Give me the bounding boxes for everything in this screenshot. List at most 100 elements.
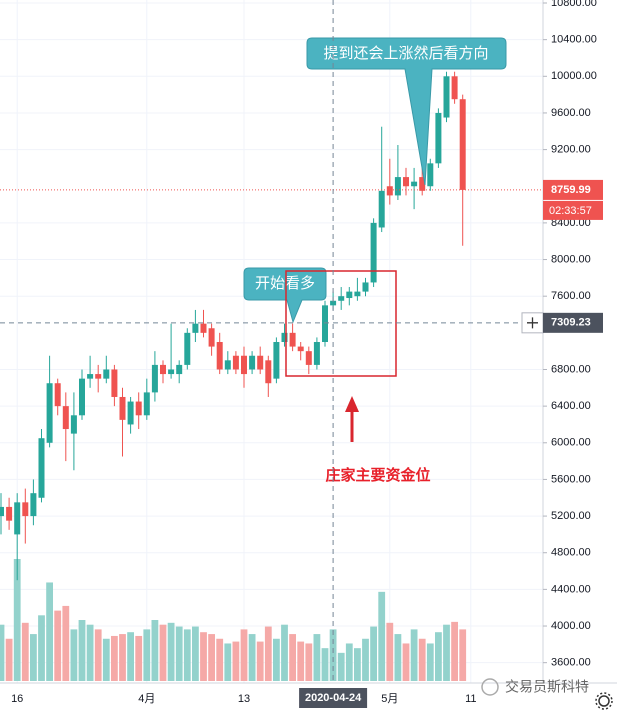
candle-body [151,364,158,393]
x-tick-label: 4月 [138,693,155,705]
candle-body [354,291,361,297]
gear-teeth[interactable] [595,692,613,710]
candle-body [313,342,320,365]
crosshair-price-label: 7309.23 [551,317,591,329]
volume-bar [378,591,386,681]
volume-bar [402,643,410,681]
volume-bar [21,622,29,681]
candle-body [22,502,29,517]
candle-layer [0,71,466,581]
volume-bar [443,624,450,681]
volume-bar [297,641,305,681]
candle-body [87,374,94,379]
volume-layer [0,559,467,681]
candle-body [54,383,61,407]
candle-body [330,300,337,306]
candle-body [0,506,4,517]
volume-bar [127,632,134,681]
volume-bar [410,629,418,681]
candle-body [216,342,223,370]
volume-bar [119,634,126,681]
y-tick-label: 4400.00 [551,583,591,595]
volume-bar [151,620,159,681]
crosshair-price-box [543,312,603,333]
volume-bar [216,638,224,681]
candle-body [419,177,426,191]
volume-bar [370,626,377,681]
candle-body [443,76,450,118]
candle-body [297,346,304,352]
volume-bar [183,629,191,681]
candle-body [143,392,150,416]
volume-bar [208,634,215,681]
candle-body [346,291,353,299]
y-tick-label: 9600.00 [551,107,591,119]
annotation: 提到还会上涨然后看方向 [323,45,488,62]
candle-body [160,364,166,375]
candle-body [322,305,328,342]
x-tick-label: 13 [238,693,250,705]
volume-bar [13,559,21,681]
volume-bar [175,626,183,681]
volume-bar [30,634,37,681]
volume-bar [418,638,426,681]
candle-body [192,323,199,333]
y-tick-label: 5600.00 [551,473,591,485]
watermark: 交易员斯科特 [481,678,589,696]
candle-body [119,396,126,420]
countdown: 02:33:57 [549,205,592,217]
candle-body [378,190,385,228]
volume-bar [345,643,353,681]
gear[interactable] [598,695,610,707]
highlight-box [285,270,397,377]
candle-body [370,222,377,283]
y-tick-label: 7600.00 [551,290,591,302]
volume-bar [38,615,45,681]
volume-bar [200,632,207,681]
volume-bar [111,635,118,681]
volume-bar [167,622,175,681]
y-tick-label: 10800.00 [551,0,597,9]
y-tick-label: 4800.00 [551,547,591,559]
candle-body [305,351,312,365]
volume-bar [281,624,288,681]
candle-body [38,438,45,498]
volume-bar [329,629,337,681]
candle-body [200,323,207,333]
volume-bar [135,635,143,681]
volume-bar [435,632,442,681]
volume-bar [224,643,232,681]
annotation: 开始看多 [255,275,315,292]
candle-body [338,296,345,301]
candle-body [30,493,37,517]
volume-bar [94,629,102,681]
volume-bar [354,648,361,681]
y-tick-label: 10400.00 [551,34,597,46]
candle-body [451,76,458,100]
volume-bar [143,629,151,681]
volume-bar [264,626,272,681]
candle-body [362,282,369,292]
watermark-text: 交易员斯科特 [505,679,589,695]
candle-body [208,328,215,347]
volume-bar [232,641,240,681]
y-tick-label: 8000.00 [551,253,591,265]
volume-bar [159,624,167,681]
volume-bar [70,629,78,681]
volume-bar [459,629,467,681]
y-tick-label: 9200.00 [551,144,591,156]
volume-bar [426,643,434,681]
volume-bar [313,634,321,681]
candle-body [403,177,409,187]
candle-body [135,401,142,416]
callout-box [306,37,507,186]
volume-bar [451,621,458,681]
volume-bar [192,626,199,681]
candle-body [459,99,466,190]
last-price-box [543,179,603,200]
crosshair-date-box [299,688,368,708]
last-price-label: 8759.99 [551,184,591,196]
candle-body [273,342,280,379]
settings-icon[interactable] [595,692,613,710]
